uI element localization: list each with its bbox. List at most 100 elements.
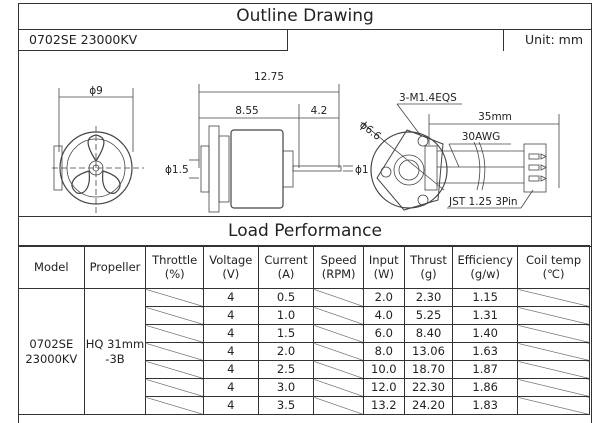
header-label: Speed: [320, 253, 357, 267]
model-text: 23000KV: [25, 351, 78, 366]
thrust-cell: 2.30: [403, 288, 454, 307]
header-unit: (W): [373, 267, 394, 281]
column-header: Efficiency (g/w): [452, 245, 519, 289]
empty-hatched-cell: [517, 288, 590, 307]
header-unit: (g): [420, 267, 437, 281]
base-diameter-label: ϕ1.5: [165, 164, 189, 176]
empty-hatched-cell: [145, 306, 204, 325]
efficiency-cell: 1.83: [452, 396, 519, 415]
efficiency-cell: 1.31: [452, 306, 519, 325]
header-label: Propeller: [89, 260, 141, 274]
table-row: 4 1.0 4.0 5.25 1.31: [19, 306, 590, 325]
column-header: Input (W): [362, 245, 405, 289]
empty-hatched-cell: [313, 306, 364, 325]
thrust-cell: 18.70: [403, 360, 454, 379]
wire-length-label: 35mm: [478, 111, 512, 123]
empty-hatched-cell: [145, 324, 204, 343]
current-cell: 2.0: [257, 342, 315, 361]
model-text: 0702SE: [29, 336, 74, 351]
input-cell: 10.0: [362, 360, 405, 379]
empty-hatched-cell: [145, 396, 204, 415]
propeller-cell: HQ 31mm -3B: [83, 288, 147, 415]
connector-label: JST 1.25 3Pin: [448, 196, 518, 208]
header-label: Model: [34, 260, 69, 274]
empty-hatched-cell: [145, 342, 204, 361]
propeller-text: -3B: [105, 351, 125, 366]
column-header: Coil temp (℃): [517, 245, 590, 289]
thrust-cell: 13.06: [403, 342, 454, 361]
column-header: Current (A): [257, 245, 315, 289]
header-label: Input: [368, 253, 399, 267]
performance-table: Model Propeller Throttle (%) Voltage (V) Curre…: [18, 245, 590, 415]
side-view: [189, 84, 353, 213]
front-diameter-label: ϕ9: [89, 85, 103, 97]
propeller-text: HQ 31mm: [85, 336, 145, 351]
column-header: Propeller: [83, 245, 147, 289]
empty-hatched-cell: [517, 396, 590, 415]
front-view: [52, 88, 144, 214]
side-total-label: 12.75: [254, 71, 284, 83]
voltage-cell: 4: [202, 342, 259, 361]
header-unit: (RPM): [321, 267, 356, 281]
voltage-cell: 4: [202, 360, 259, 379]
input-cell: 2.0: [362, 288, 405, 307]
empty-hatched-cell: [517, 360, 590, 379]
shaft-diameter-label: ϕ1: [355, 164, 369, 176]
current-cell: 0.5: [257, 288, 315, 307]
input-cell: 12.0: [362, 378, 405, 397]
thrust-cell: 22.30: [403, 378, 454, 397]
header-unit: (%): [164, 267, 185, 281]
efficiency-cell: 1.63: [452, 342, 519, 361]
empty-hatched-cell: [517, 306, 590, 325]
model-cell: 0702SE 23000KV: [18, 288, 85, 415]
thrust-cell: 24.20: [403, 396, 454, 415]
empty-hatched-cell: [313, 342, 364, 361]
table-row: 4 3.5 13.2 24.20 1.83: [19, 396, 590, 415]
header-unit: (V): [222, 267, 240, 281]
current-cell: 3.0: [257, 378, 315, 397]
table-header: Model Propeller Throttle (%) Voltage (V) Curre…: [18, 245, 590, 289]
empty-hatched-cell: [517, 378, 590, 397]
empty-hatched-cell: [517, 324, 590, 343]
header-label: Coil temp: [525, 253, 582, 267]
column-header: Thrust (g): [403, 245, 454, 289]
column-header: Model: [18, 245, 85, 289]
side-body-label: 8.55: [235, 105, 258, 117]
empty-hatched-cell: [313, 360, 364, 379]
input-cell: 8.0: [362, 342, 405, 361]
outline-title: Outline Drawing: [19, 4, 591, 30]
thrust-cell: 5.25: [403, 306, 454, 325]
voltage-cell: 4: [202, 306, 259, 325]
model-label: 0702SE 23000KV: [19, 29, 288, 51]
current-cell: 2.5: [257, 360, 315, 379]
empty-hatched-cell: [313, 324, 364, 343]
side-shaft-label: 4.2: [311, 105, 328, 117]
current-cell: 1.5: [257, 324, 315, 343]
efficiency-cell: 1.87: [452, 360, 519, 379]
efficiency-cell: 1.15: [452, 288, 519, 307]
header-label: Current: [264, 253, 308, 267]
voltage-cell: 4: [202, 378, 259, 397]
table-row: 4 2.5 10.0 18.70 1.87: [19, 360, 590, 379]
column-header: Speed (RPM): [313, 245, 364, 289]
efficiency-cell: 1.40: [452, 324, 519, 343]
header-label: Voltage: [209, 253, 253, 267]
efficiency-cell: 1.86: [452, 378, 519, 397]
current-cell: 3.5: [257, 396, 315, 415]
empty-hatched-cell: [145, 288, 204, 307]
spec-sheet: Outline Drawing 0702SE 23000KV Unit: mm …: [18, 3, 592, 423]
input-cell: 6.0: [362, 324, 405, 343]
outline-drawing: ϕ9 12.75 8.55 4.2 ϕ1.5 ϕ1: [52, 71, 560, 214]
header-unit: (g/w): [470, 267, 500, 281]
empty-hatched-cell: [145, 360, 204, 379]
column-header: Throttle (%): [145, 245, 204, 289]
rear-view: [360, 103, 560, 211]
header-label: Efficiency: [457, 253, 513, 267]
voltage-cell: 4: [202, 396, 259, 415]
voltage-cell: 4: [202, 288, 259, 307]
table-row: 4 1.5 6.0 8.40 1.40: [19, 324, 590, 343]
wire-gauge-label: 30AWG: [462, 131, 501, 143]
header-label: Thrust: [410, 253, 447, 267]
empty-hatched-cell: [313, 288, 364, 307]
header-unit: (A): [277, 267, 295, 281]
